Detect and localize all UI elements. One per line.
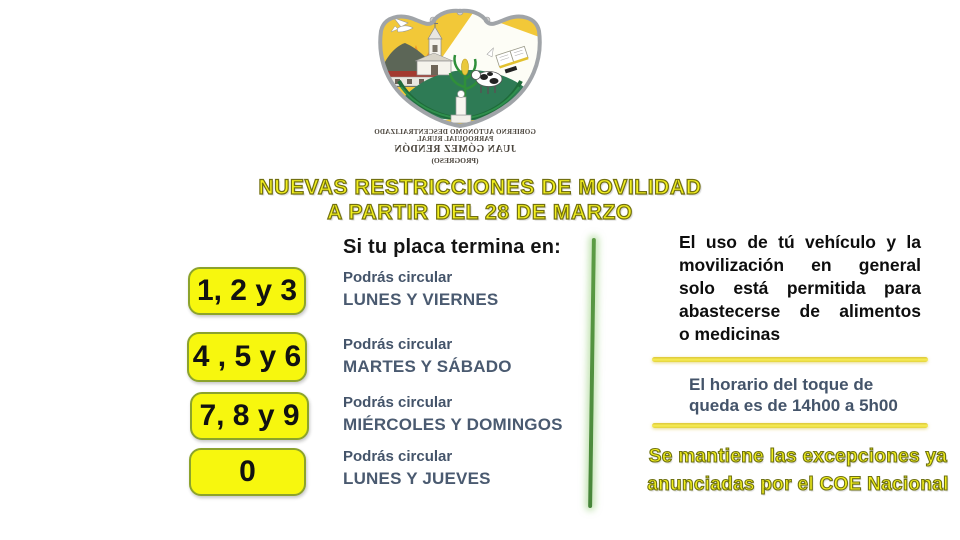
permit-label: Podrás circular	[343, 269, 453, 286]
page-title: NUEVAS RESTRICCIONES DE MOVILIDAD A PART…	[0, 175, 960, 225]
curfew-line1: El horario del toque de	[689, 375, 874, 394]
exceptions-line2: anunciadas por el COE Nacional	[647, 473, 949, 495]
usage-line5: o medicinas	[679, 324, 781, 344]
usage-line4: abastecerse de alimentos	[679, 301, 921, 321]
cow-icon	[471, 70, 503, 94]
exceptions-line1: Se mantiene las excepciones ya	[648, 445, 948, 467]
shield-outline	[378, 8, 542, 129]
yellow-divider-top	[652, 357, 928, 362]
crest-caption-line3: JUAN GÓMEZ RENDÓN	[394, 143, 516, 155]
monument-icon	[450, 90, 472, 124]
permit-label: Podrás circular	[343, 448, 453, 465]
curfew-notice: El horario del toque de queda es de 14h0…	[689, 374, 898, 416]
days-label: MARTES Y SÁBADO	[343, 357, 512, 376]
permit-label: Podrás circular	[343, 394, 453, 411]
plate-box-4-5-6: 4 , 5 y 6	[187, 332, 307, 382]
days-label: MIÉRCOLES Y DOMINGOS	[343, 415, 563, 434]
usage-line2: movilización en general	[679, 255, 921, 275]
permit-label: Podrás circular	[343, 336, 453, 353]
curfew-line2: queda es de 14h00 a 5h00	[689, 396, 898, 415]
crest-caption-line4: (PROGRESO)	[431, 155, 479, 165]
church-icon	[414, 21, 454, 76]
yellow-divider-bottom	[652, 423, 928, 428]
crest-caption: GOBIERNO AUTÓNOMO DESCENTRALIZADO PARROQ…	[330, 128, 580, 165]
exceptions-notice: Se mantiene las excepciones ya anunciada…	[628, 443, 960, 499]
days-label: LUNES Y JUEVES	[343, 469, 491, 488]
open-book-icon	[486, 45, 529, 74]
usage-notice: El uso de tú vehículo y la movilización …	[679, 231, 921, 346]
plate-box-1-2-3: 1, 2 y 3	[188, 267, 306, 315]
usage-line1: El uso de tú vehículo y la	[679, 232, 921, 252]
title-line2: A PARTIR DEL 28 DE MARZO	[327, 200, 633, 224]
schedule-row-4: Podrás circular LUNES Y JUEVES	[343, 447, 491, 489]
corn-plant-icon	[448, 54, 482, 99]
schedule-row-2: Podrás circular MARTES Y SÁBADO	[343, 335, 512, 377]
dove-icon	[390, 17, 414, 33]
title-line1: NUEVAS RESTRICCIONES DE MOVILIDAD	[258, 175, 702, 199]
days-label: LUNES Y VIERNES	[343, 290, 499, 309]
plate-box-7-8-9: 7, 8 y 9	[190, 392, 309, 440]
schedule-header: Si tu placa termina en:	[343, 236, 561, 258]
schedule-row-1: Podrás circular LUNES Y VIERNES	[343, 268, 498, 310]
crest-caption-line2: PARROQUIAL RURAL	[416, 135, 494, 143]
usage-line3: solo está permitida para	[679, 278, 921, 298]
plate-box-0: 0	[189, 448, 306, 496]
municipal-crest-icon	[378, 8, 542, 129]
schedule-row-3: Podrás circular MIÉRCOLES Y DOMINGOS	[343, 393, 563, 435]
vertical-divider-line	[588, 237, 596, 509]
